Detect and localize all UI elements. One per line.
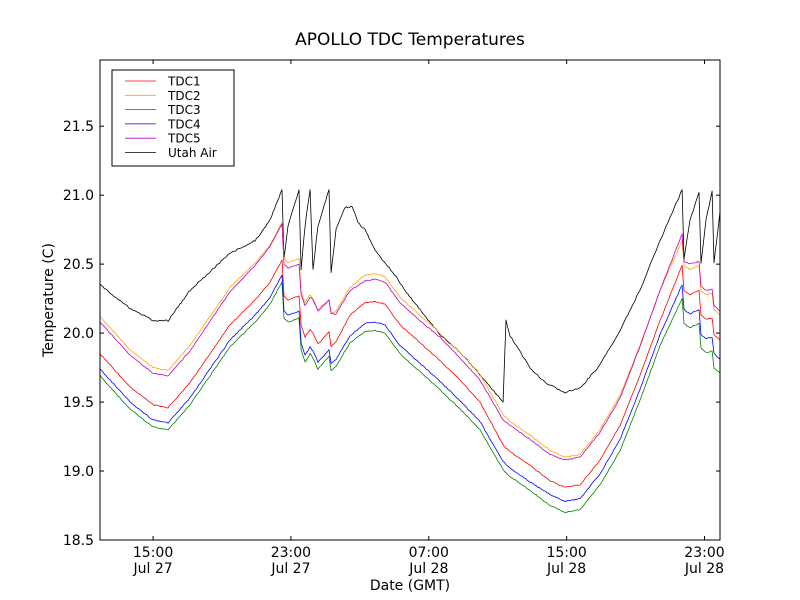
y-tick-label: 20.0	[63, 326, 94, 342]
series-line-tdc4	[99, 274, 721, 503]
y-tick-label: 19.0	[63, 464, 94, 480]
x-tick-label-date: Jul 28	[408, 561, 448, 577]
y-tick-label: 21.0	[63, 188, 94, 204]
y-tick-label: 19.5	[63, 395, 94, 411]
legend-label: TDC1	[167, 75, 201, 89]
x-tick-label-time: 15:00	[546, 545, 586, 561]
series-layer	[99, 189, 721, 514]
legend-label: TDC2	[167, 89, 201, 103]
y-axis-label: Temperature (C)	[41, 243, 57, 358]
x-tick-label-date: Jul 27	[270, 561, 310, 577]
legend-box	[111, 69, 235, 167]
legend-label: Utah Air	[168, 146, 217, 160]
axes-frame	[99, 59, 721, 541]
y-tick-label: 20.5	[63, 257, 94, 273]
series-line-tdc5	[99, 223, 721, 461]
y-tick-label: 18.5	[63, 533, 94, 549]
series-line-utah-air	[99, 189, 721, 403]
x-tick-label-time: 23:00	[684, 545, 724, 561]
x-axis-label: Date (GMT)	[370, 578, 450, 594]
x-tick-label-date: Jul 28	[546, 561, 586, 577]
legend-label: TDC3	[167, 103, 201, 117]
chart-title: APOLLO TDC Temperatures	[295, 30, 525, 50]
y-tick-label: 21.5	[63, 119, 94, 135]
legend-label: TDC5	[167, 132, 201, 146]
legend-label: TDC4	[167, 117, 201, 131]
x-tick-label-time: 07:00	[409, 545, 449, 561]
series-line-tdc1	[99, 259, 721, 488]
series-line-tdc3	[99, 281, 721, 514]
x-tick-label-date: Jul 28	[684, 561, 724, 577]
x-tick-label-time: 23:00	[271, 545, 311, 561]
series-line-tdc2	[99, 222, 721, 458]
x-tick-label-date: Jul 27	[132, 561, 172, 577]
y-axis: 18.5 19.0 19.5 20.0 20.5 21.0 21.5	[63, 119, 720, 549]
x-tick-label-time: 15:00	[133, 545, 173, 561]
